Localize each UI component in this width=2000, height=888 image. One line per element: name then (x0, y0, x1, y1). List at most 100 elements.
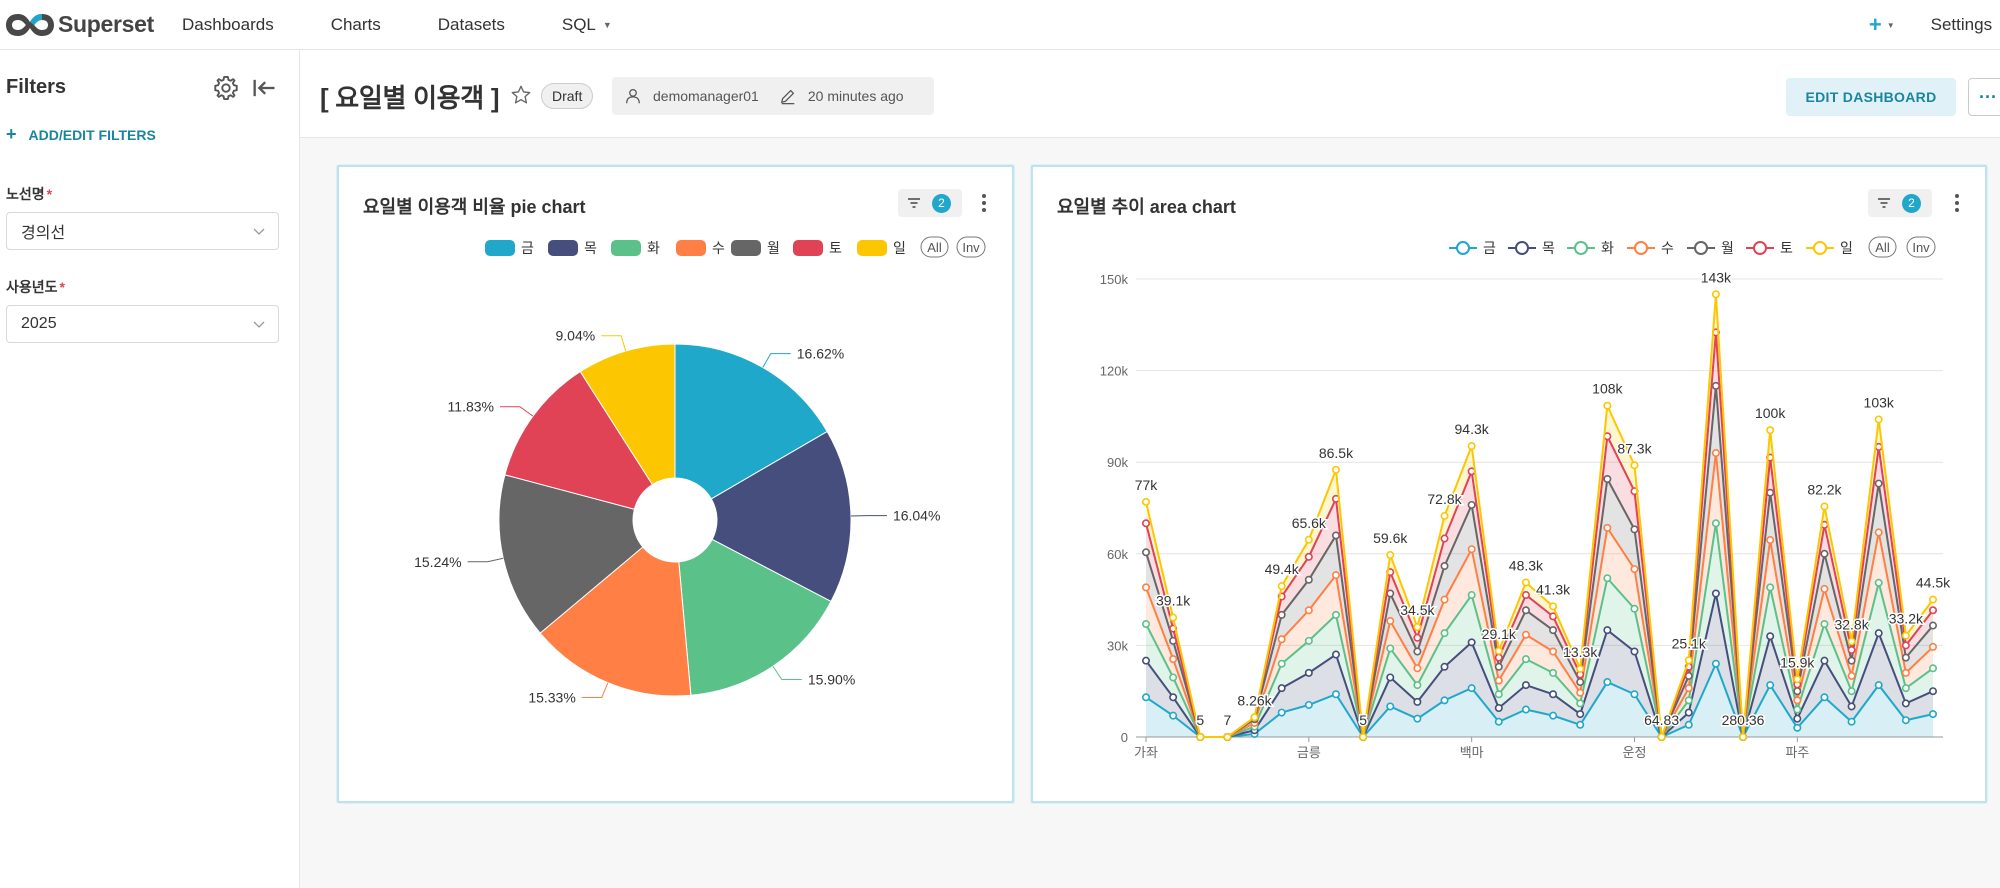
series-point[interactable] (1413, 697, 1422, 706)
legend-all-button[interactable]: All (920, 236, 949, 258)
series-point[interactable] (1413, 714, 1422, 723)
series-point[interactable] (1711, 449, 1720, 458)
series-point[interactable] (1928, 642, 1937, 651)
series-point[interactable] (1684, 708, 1693, 717)
series-point[interactable] (1521, 606, 1530, 615)
legend-item-1[interactable]: 금 (1449, 240, 1496, 256)
legend-item-1[interactable]: 금 (485, 240, 534, 256)
series-point[interactable] (1928, 687, 1937, 696)
kebab-menu-icon[interactable] (1952, 191, 1962, 215)
series-point[interactable] (1793, 696, 1802, 705)
series-point[interactable] (1630, 525, 1639, 534)
series-point[interactable] (1413, 647, 1422, 656)
add-edit-filters-button[interactable]: + ADD/EDIT FILTERS (6, 124, 156, 145)
series-point[interactable] (1440, 534, 1449, 543)
series-point[interactable] (1331, 465, 1340, 474)
series-point[interactable] (1711, 519, 1720, 528)
series-point[interactable] (1874, 479, 1883, 488)
series-point[interactable] (1142, 519, 1151, 528)
series-point[interactable] (1766, 632, 1775, 641)
series-point[interactable] (1440, 562, 1449, 571)
nav-sql[interactable]: SQL ▼ (562, 15, 612, 35)
series-point[interactable] (1169, 655, 1178, 664)
series-point[interactable] (1467, 638, 1476, 647)
gear-icon[interactable] (212, 74, 240, 102)
series-point[interactable] (1277, 582, 1286, 591)
series-point[interactable] (1847, 645, 1856, 654)
series-point[interactable] (1413, 681, 1422, 690)
series-point[interactable] (1467, 684, 1476, 693)
series-point[interactable] (1847, 687, 1856, 696)
series-point[interactable] (1739, 732, 1748, 741)
series-point[interactable] (1413, 633, 1422, 642)
series-point[interactable] (1277, 610, 1286, 619)
series-point[interactable] (1793, 714, 1802, 723)
legend-item-4[interactable]: 수 (1627, 240, 1674, 256)
legend-item-4[interactable]: 수 (676, 240, 725, 256)
series-point[interactable] (1847, 656, 1856, 665)
legend-item-2[interactable]: 목 (1508, 240, 1555, 256)
series-point[interactable] (1304, 606, 1313, 615)
series-point[interactable] (1521, 655, 1530, 664)
series-point[interactable] (1874, 681, 1883, 690)
series-point[interactable] (1169, 693, 1178, 702)
series-point[interactable] (1793, 705, 1802, 714)
series-point[interactable] (1494, 662, 1503, 671)
edit-dashboard-button[interactable]: EDIT DASHBOARD (1786, 78, 1956, 116)
series-point[interactable] (1766, 426, 1775, 435)
brand[interactable]: Superset (4, 10, 154, 40)
series-point[interactable] (1331, 531, 1340, 540)
legend-item-3[interactable]: 화 (611, 240, 660, 256)
settings-menu[interactable]: Settings ▼ (1931, 15, 2000, 35)
legend-item-5[interactable]: 월 (731, 240, 780, 256)
pie-slice-6[interactable] (504, 370, 654, 510)
series-point[interactable] (1549, 612, 1558, 621)
legend-item-7[interactable]: 일 (857, 240, 906, 256)
series-point[interactable] (1901, 716, 1910, 725)
series-point[interactable] (1494, 676, 1503, 685)
series-point[interactable] (1304, 700, 1313, 709)
series-point[interactable] (1684, 696, 1693, 705)
series-point[interactable] (1549, 668, 1558, 677)
series-point[interactable] (1820, 584, 1829, 593)
series-point[interactable] (1196, 732, 1205, 741)
pie-slice-1[interactable] (674, 343, 828, 500)
series-point[interactable] (1331, 690, 1340, 699)
new-item-button[interactable]: + ▼ (1869, 12, 1895, 38)
series-point[interactable] (1494, 646, 1503, 655)
pie-slice-3[interactable] (678, 538, 832, 696)
series-point[interactable] (1928, 595, 1937, 604)
legend-item-5[interactable]: 월 (1687, 240, 1734, 256)
series-point[interactable] (1467, 545, 1476, 554)
series-point[interactable] (1521, 591, 1530, 600)
series-point[interactable] (1901, 641, 1910, 650)
series-point[interactable] (1684, 684, 1693, 693)
series-point[interactable] (1874, 415, 1883, 424)
series-point[interactable] (1223, 732, 1232, 741)
series-point[interactable] (1304, 668, 1313, 677)
pie-filter-indicator[interactable]: 2 (898, 189, 962, 217)
series-point[interactable] (1576, 678, 1585, 687)
nav-datasets[interactable]: Datasets (438, 15, 505, 35)
series-point[interactable] (1440, 629, 1449, 638)
series-point[interactable] (1630, 690, 1639, 699)
series-point[interactable] (1277, 659, 1286, 668)
series-point[interactable] (1711, 381, 1720, 390)
series-point[interactable] (1386, 551, 1395, 560)
nav-charts[interactable]: Charts (331, 15, 381, 35)
series-point[interactable] (1630, 461, 1639, 470)
series-point[interactable] (1467, 442, 1476, 451)
series-point[interactable] (1820, 656, 1829, 665)
series-point[interactable] (1359, 732, 1368, 741)
series-point[interactable] (1874, 528, 1883, 537)
series-point[interactable] (1304, 575, 1313, 584)
series-point[interactable] (1521, 681, 1530, 690)
series-point[interactable] (1603, 678, 1612, 687)
series-point[interactable] (1874, 578, 1883, 587)
legend-inverse-button[interactable]: Inv (956, 236, 986, 258)
series-point[interactable] (1603, 523, 1612, 532)
series-point[interactable] (1277, 635, 1286, 644)
series-point[interactable] (1521, 578, 1530, 587)
series-point[interactable] (1142, 620, 1151, 629)
series-point[interactable] (1603, 626, 1612, 635)
